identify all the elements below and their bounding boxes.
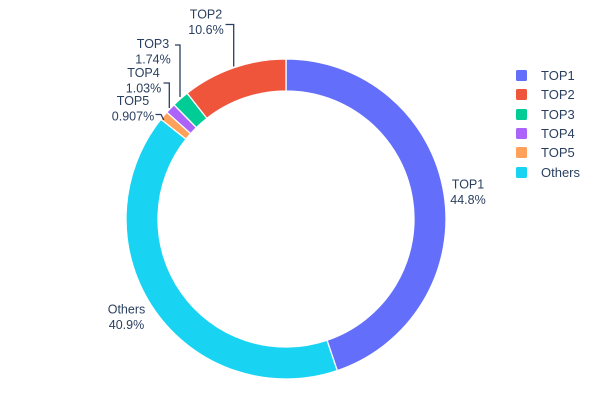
legend-swatch-top5 xyxy=(516,147,527,159)
legend-swatch-top2 xyxy=(516,89,527,101)
label-leader-lines xyxy=(155,23,235,121)
legend-label: Others xyxy=(541,164,581,180)
pie-slice-top1[interactable] xyxy=(285,58,447,372)
legend-item-top3[interactable]: TOP3 xyxy=(516,105,580,124)
legend-item-others[interactable]: Others xyxy=(516,162,580,181)
donut-slices xyxy=(125,58,447,380)
slice-label-top2: TOP2 10.6% xyxy=(188,8,223,38)
legend-swatch-top4 xyxy=(516,128,527,140)
legend-swatch-top3 xyxy=(516,108,527,120)
slice-label-top3: TOP3 1.74% xyxy=(135,37,170,67)
pie-slice-others[interactable] xyxy=(125,118,338,380)
pie-slice-top2[interactable] xyxy=(186,58,287,120)
legend: TOP1 TOP2 TOP3 TOP4 TOP5 Others xyxy=(516,66,580,182)
legend-label: TOP2 xyxy=(541,87,575,103)
legend-label: TOP3 xyxy=(541,106,575,122)
slice-labels: TOP1 44.8%Others 40.9%TOP5 0.907%TOP4 1.03%T… xyxy=(108,8,486,333)
leader-line-top5 xyxy=(155,113,165,121)
legend-swatch-top1 xyxy=(516,70,527,82)
legend-label: TOP5 xyxy=(541,145,575,161)
slice-label-top4: TOP4 1.03% xyxy=(126,66,161,96)
leader-line-top4 xyxy=(163,82,170,108)
legend-item-top2[interactable]: TOP2 xyxy=(516,85,580,104)
legend-item-top5[interactable]: TOP5 xyxy=(516,143,580,162)
slice-label-others: Others 40.9% xyxy=(108,303,146,333)
legend-item-top1[interactable]: TOP1 xyxy=(516,66,580,85)
slice-label-top5: TOP5 0.907% xyxy=(112,94,154,124)
legend-swatch-others xyxy=(516,166,527,178)
leader-line-top3 xyxy=(175,44,181,97)
legend-label: TOP4 xyxy=(541,126,575,142)
slice-label-top1: TOP1 44.8% xyxy=(450,178,485,208)
legend-label: TOP1 xyxy=(541,68,575,84)
leader-line-top2 xyxy=(225,23,235,67)
legend-item-top4[interactable]: TOP4 xyxy=(516,124,580,143)
